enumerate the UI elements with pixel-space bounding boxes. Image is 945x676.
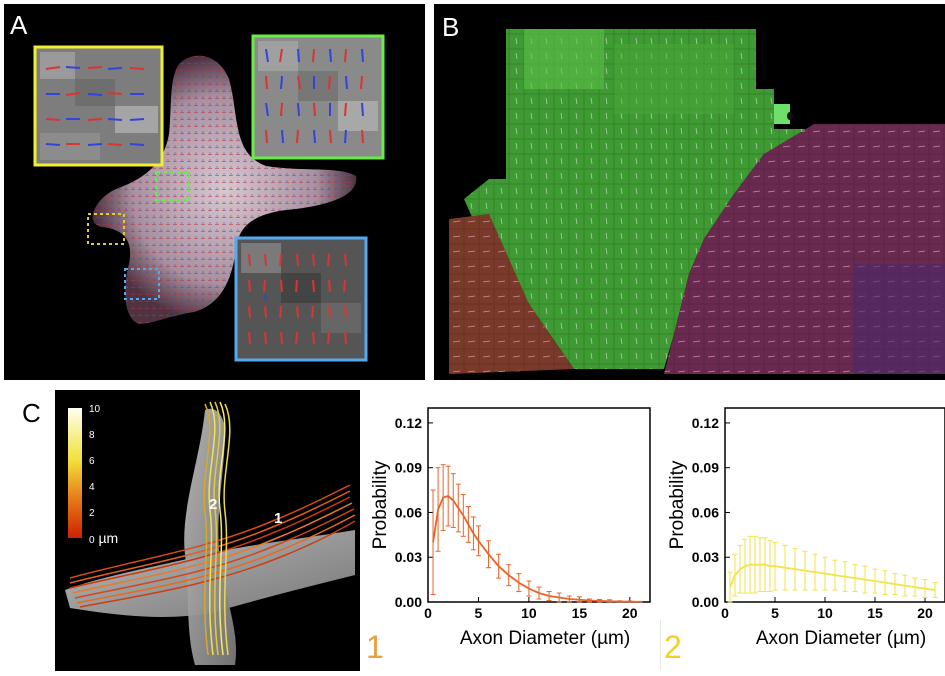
y-axis-label: Probability [667,460,688,549]
y-tick-label: 0.00 [692,594,719,610]
colorbar-tick: 6 [89,456,95,467]
x-tick-label: 20 [622,605,638,621]
panel-a-image [33,34,385,362]
y-axis-label: Probability [370,460,391,549]
panel-number: 2 [664,629,682,665]
x-tick-label: 15 [867,605,883,621]
bundle-label-2: 2 [209,496,218,513]
y-tick-label: 0.06 [395,504,422,520]
x-tick-label: 10 [521,605,537,621]
colorbar [68,408,82,538]
plot-frame [427,407,651,603]
colorbar-tick: 10 [89,404,101,415]
bundle-2 [203,401,231,656]
yellow-inset [33,45,164,167]
colorbar-tick: 8 [89,430,95,441]
panel-a: A [4,4,425,380]
x-tick-label: 5 [771,605,779,621]
x-tick-label: 20 [917,605,933,621]
panel-b-label: B [442,12,460,42]
panel-a-label: A [10,10,28,40]
series-line [729,563,936,591]
tract-render [65,401,356,665]
x-axis-label: Axon Diameter (µm) [460,628,630,649]
x-tick-label: 0 [721,605,729,621]
colorbar-labels: 10 8 6 4 2 [89,404,129,548]
x-tick-label: 0 [424,605,432,621]
y-tick-label: 0.06 [692,504,719,520]
y-tick-label: 0.00 [395,594,422,610]
yellow-roi-dashed [87,213,125,245]
colorbar-unit-row: 0 µm [89,530,118,546]
bundle-1 [69,484,356,608]
series-line [432,495,640,603]
chart-2: 0.00 0.03 0.06 0.09 0.12 0 5 10 15 20 Probability A… [659,390,945,671]
x-tick-label: 5 [475,605,483,621]
green-inset [251,34,385,160]
blue-inset [234,236,368,362]
bundle-label-1: 1 [274,510,283,527]
y-tick-label: 0.09 [692,460,719,476]
panel-number: 1 [366,629,384,665]
y-tick-label: 0.12 [395,415,422,431]
panel-c-label: C [22,398,41,428]
chart-1-svg: 0.00 0.03 0.06 0.09 0.12 0 5 10 15 20 Probability A… [366,407,651,665]
x-tick-label: 15 [572,605,588,621]
colorbar-tick: 4 [89,482,95,493]
chart-1: 0.00 0.03 0.06 0.09 0.12 0 5 10 15 20 Probability A… [360,390,660,671]
x-axis-label: Axon Diameter (µm) [756,628,926,649]
panel-b: B [434,4,945,380]
y-tick-label: 0.09 [395,460,422,476]
y-tick-label: 0.12 [692,415,719,431]
blue-roi-dashed [124,268,160,300]
colorbar-zero: 0 [89,535,95,546]
green-roi-dashed [155,171,190,201]
x-tick-label: 10 [817,605,833,621]
y-tick-label: 0.03 [692,549,719,565]
panel-b-image [449,29,945,374]
colorbar-unit: µm [98,530,119,546]
panel-c-render: 10 8 6 4 2 0 µm 2 1 [55,390,360,671]
colorbar-tick: 2 [89,508,95,519]
chart-2-svg: 0.00 0.03 0.06 0.09 0.12 0 5 10 15 20 Probability A… [659,407,945,671]
y-tick-label: 0.03 [395,549,422,565]
